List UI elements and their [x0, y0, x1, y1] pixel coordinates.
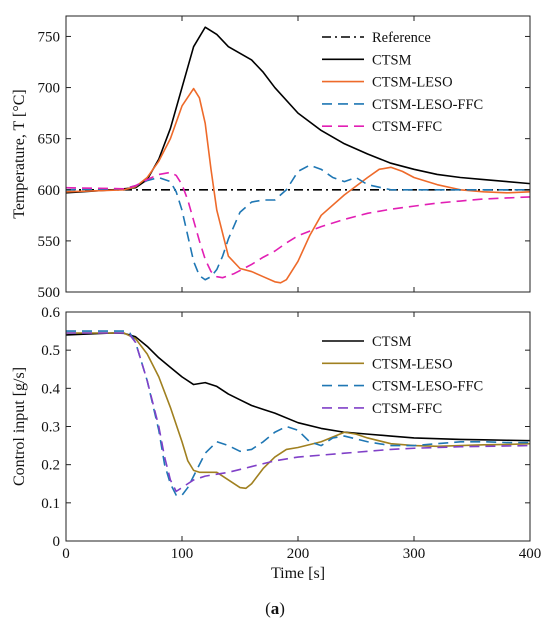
legend-label: CTSM-LESO	[372, 356, 453, 372]
control-input-panel: 0 0.1 0.2 0.3 0.4 0.5 0.6 0 100 200 300 400 Control …	[11, 305, 541, 582]
x-tick-label: 0	[62, 546, 70, 562]
series-line-ctsm-leso	[66, 332, 530, 490]
y-tick-label: 0.5	[41, 343, 60, 359]
y-tick-label: 0	[53, 534, 61, 550]
legend-label: CTSM-LESO	[372, 75, 453, 91]
temperature-panel: 500 550 600 650 700 750 Temperature, T [°C] Ref…	[11, 15, 531, 301]
legend-label: CTSM-FFC	[372, 119, 442, 135]
legend-label: CTSM	[372, 334, 412, 350]
y-tick-label: 550	[38, 234, 61, 250]
legend: CTSM CTSM-LESO CTSM-LESO-FFC CTSM-FFC	[322, 334, 483, 417]
y-axis-label: Temperature, T [°C]	[11, 89, 28, 219]
x-tick-label: 400	[519, 546, 542, 562]
y-tick-label: 0.1	[41, 496, 60, 512]
y-tick-label: 0.2	[41, 458, 60, 474]
y-tick-label: 700	[38, 81, 61, 97]
legend-label: CTSM-LESO-FFC	[372, 379, 483, 395]
y-tick-label: 0.4	[41, 381, 60, 397]
y-tick-label: 0.3	[41, 420, 60, 436]
legend: Reference CTSM CTSM-LESO CTSM-LESO-FFC CTSM-…	[322, 30, 483, 135]
y-tick-label: 650	[38, 132, 61, 148]
plot-frame	[65, 311, 531, 542]
series-line-ctsm-leso-ffc	[66, 164, 530, 281]
series-line-ctsm-leso-ffc	[66, 330, 530, 496]
legend-label: Reference	[372, 30, 431, 46]
y-tick-label: 0.6	[41, 305, 60, 321]
legend-label: CTSM	[372, 52, 412, 68]
legend-label: CTSM-LESO-FFC	[372, 97, 483, 113]
series-line-ctsm	[66, 26, 530, 194]
y-axis-label: Control input [g/s]	[11, 367, 28, 486]
series-line-ctsm-leso	[66, 87, 530, 284]
series-line-ctsm	[66, 332, 530, 442]
y-tick-label: 600	[38, 183, 61, 199]
x-axis-label: Time [s]	[271, 565, 325, 582]
figure-caption: (a)	[265, 599, 285, 618]
series-line-ctsm-ffc	[66, 171, 530, 279]
x-tick-label: 200	[287, 546, 310, 562]
x-tick-label: 300	[403, 546, 426, 562]
y-tick-label: 500	[38, 285, 61, 301]
plot-frame	[65, 15, 531, 293]
x-tick-label: 100	[171, 546, 194, 562]
y-tick-label: 750	[38, 29, 61, 45]
legend-label: CTSM-FFC	[372, 401, 442, 417]
series-line-ctsm-ffc	[66, 332, 530, 493]
